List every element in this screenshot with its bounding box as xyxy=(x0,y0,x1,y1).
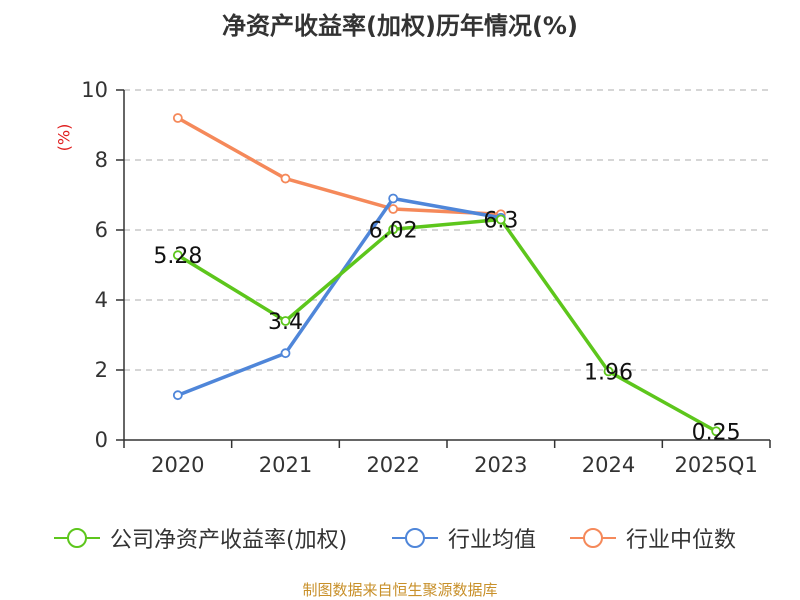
y-tick-label: 10 xyxy=(81,78,108,102)
chart-title: 净资产收益率(加权)历年情况(%) xyxy=(222,12,578,40)
y-tick-label: 8 xyxy=(95,148,108,172)
legend-marker-company xyxy=(54,528,100,548)
legend: 公司净资产收益率(加权) 行业均值 行业中位数 xyxy=(0,520,800,556)
y-tick-label: 2 xyxy=(95,358,108,382)
data-point xyxy=(280,316,291,326)
legend-item-industry-mean[interactable]: 行业均值 xyxy=(390,520,536,556)
data-label: 6.3 xyxy=(483,209,518,234)
legend-marker-industry-median xyxy=(570,528,616,548)
data-labels: 5.28 3.4 6.02 6.3 1.96 0.25 xyxy=(153,209,740,446)
data-point xyxy=(388,224,399,235)
x-tick-label: 2022 xyxy=(366,453,419,477)
x-tick-label: 2020 xyxy=(151,453,204,477)
legend-item-industry-median[interactable]: 行业中位数 xyxy=(568,520,736,556)
data-label: 0.25 xyxy=(692,420,741,445)
y-tick-label: 0 xyxy=(95,428,108,452)
data-point xyxy=(495,214,506,225)
data-point xyxy=(280,348,291,359)
y-tick-label: 4 xyxy=(95,288,108,312)
data-source-note: 制图数据来自恒生聚源数据库 xyxy=(302,581,498,599)
series-line xyxy=(176,217,718,433)
x-tick-label: 2023 xyxy=(474,453,527,477)
data-point xyxy=(388,193,399,204)
data-label: 6.02 xyxy=(369,218,418,243)
series-line xyxy=(176,116,503,216)
y-tick-label: 6 xyxy=(95,218,108,242)
grid-lines xyxy=(124,89,770,371)
x-tick-label: 2025Q1 xyxy=(674,453,757,477)
legend-marker-industry-mean xyxy=(392,528,438,548)
data-point xyxy=(172,113,183,123)
x-tick-label: 2021 xyxy=(259,453,312,477)
legend-label-company: 公司净资产收益率(加权) xyxy=(110,528,348,553)
data-label: 1.96 xyxy=(584,360,633,385)
data-point xyxy=(172,250,183,261)
legend-label-industry-mean: 行业均值 xyxy=(448,528,537,553)
data-point xyxy=(280,173,291,184)
data-point xyxy=(603,366,614,377)
series-lines xyxy=(172,113,722,437)
data-point xyxy=(172,390,183,401)
series-line xyxy=(176,196,503,397)
data-label: 5.28 xyxy=(153,244,202,269)
data-point xyxy=(388,204,399,214)
data-point xyxy=(711,426,722,437)
legend-item-company[interactable]: 公司净资产收益率(加权) xyxy=(52,520,347,556)
legend-label-industry-median: 行业中位数 xyxy=(626,528,737,553)
x-tick-label: 2024 xyxy=(582,453,635,477)
data-label: 3.4 xyxy=(268,310,303,335)
axes: 0 2 4 6 8 10 2020 2021 2022 2023 2024 2025Q1 xyxy=(81,78,771,477)
